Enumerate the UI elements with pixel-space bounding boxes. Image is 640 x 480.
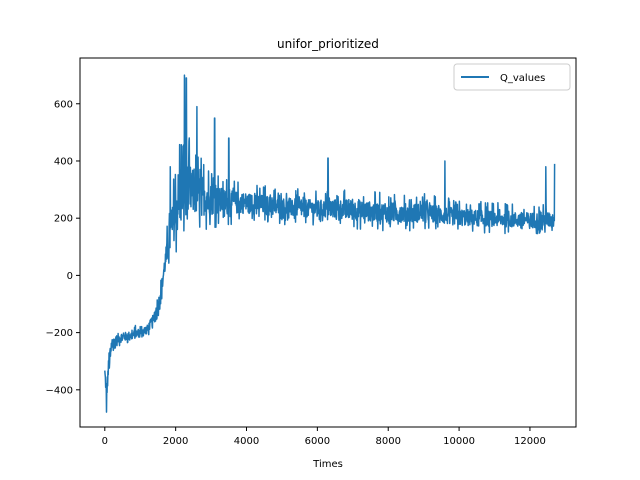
y-axis: −400 −200 0 200 400 600 <box>46 99 80 396</box>
x-tick-label: 12000 <box>514 436 546 447</box>
y-tick-label: 0 <box>67 271 73 282</box>
x-axis: 0 2000 4000 6000 8000 10000 12000 <box>102 427 546 447</box>
series-line <box>104 74 556 413</box>
x-tick-label: 2000 <box>163 436 188 447</box>
x-tick-label: 10000 <box>443 436 475 447</box>
y-tick-label: 200 <box>54 214 73 225</box>
y-tick-label: −400 <box>46 385 73 396</box>
chart-title: unifor_prioritized <box>277 37 379 51</box>
legend: Q_values <box>453 63 571 91</box>
x-axis-title: Times <box>312 459 343 470</box>
plot-area <box>104 74 556 413</box>
y-tick-label: 600 <box>54 99 73 110</box>
x-tick-label: 8000 <box>376 436 401 447</box>
x-tick-label: 6000 <box>305 436 330 447</box>
y-tick-label: 400 <box>54 156 73 167</box>
y-tick-label: −200 <box>46 328 73 339</box>
plot-frame <box>79 57 577 428</box>
x-tick-label: 4000 <box>234 436 259 447</box>
legend-label: Q_values <box>500 73 545 84</box>
legend-box <box>453 63 571 91</box>
x-tick-label: 0 <box>102 436 108 447</box>
